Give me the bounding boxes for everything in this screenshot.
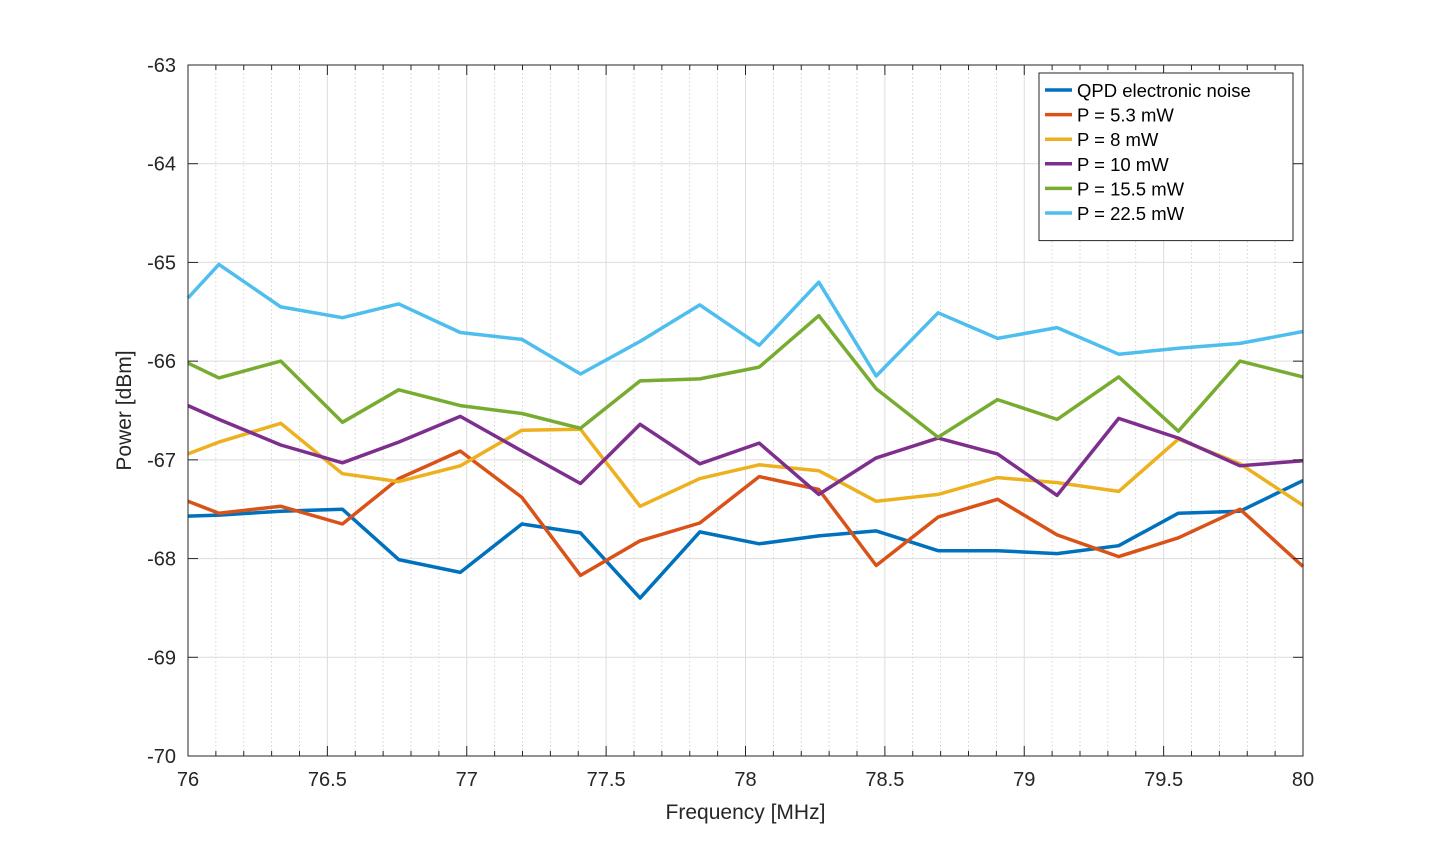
series-line-3 [187, 421, 1304, 509]
legend: QPD electronic noise P = 5.3 mW P = 8 mW P … [1038, 72, 1294, 242]
x-tick-label: 77.5 [587, 769, 626, 791]
x-tick-label: 76 [177, 769, 199, 791]
y-tick-label: -69 [147, 647, 176, 669]
series-line-2 [187, 449, 1305, 578]
x-tick-label: 79.5 [1144, 769, 1183, 791]
x-tick-label: 80 [1292, 769, 1314, 791]
legend-label: P = 15.5 mW [1077, 178, 1185, 199]
x-tick-labels: 76 76.5 77 77.5 78 78.5 79 79.5 80 [177, 769, 1314, 791]
legend-label: P = 22.5 mW [1077, 203, 1185, 224]
x-tick-label: 79 [1013, 769, 1035, 791]
x-tick-label: 78.5 [865, 769, 904, 791]
series-line-6 [186, 262, 1304, 378]
y-tick-label: -66 [147, 351, 176, 373]
y-tick-label: -65 [147, 252, 176, 274]
legend-label: P = 8 mW [1077, 129, 1159, 150]
series-layer [186, 262, 1305, 600]
legend-label: P = 5.3 mW [1077, 105, 1174, 126]
x-tick-label: 77 [456, 769, 478, 791]
legend-box [1038, 72, 1294, 242]
y-tick-label: -63 [147, 55, 176, 77]
y-tick-label: -64 [147, 154, 176, 176]
series-line-5 [187, 313, 1304, 439]
y-tick-label: -68 [147, 549, 176, 571]
x-tick-label: 76.5 [308, 769, 347, 791]
x-tick-label: 78 [734, 769, 756, 791]
y-tick-label: -67 [147, 450, 176, 472]
y-tick-label: -70 [147, 746, 176, 768]
legend-label: P = 10 mW [1077, 154, 1169, 175]
tick-marks [187, 64, 1304, 757]
y-tick-labels: -70 -69 -68 -67 -66 -65 -64 -63 [147, 55, 176, 768]
y-axis-title: Power [dBm] [113, 350, 136, 470]
legend-label: QPD electronic noise [1077, 80, 1251, 101]
series-line-4 [187, 404, 1304, 498]
x-axis-title: Frequency [MHz] [666, 801, 826, 824]
